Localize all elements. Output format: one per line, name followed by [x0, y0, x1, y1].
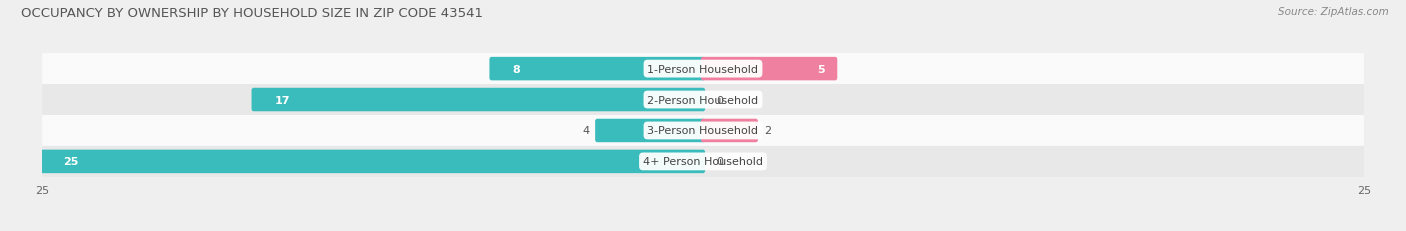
FancyBboxPatch shape: [42, 85, 1364, 116]
Text: 25: 25: [63, 157, 79, 167]
Text: 3-Person Household: 3-Person Household: [648, 126, 758, 136]
Text: 1-Person Household: 1-Person Household: [648, 64, 758, 74]
Text: 2: 2: [763, 126, 770, 136]
FancyBboxPatch shape: [700, 58, 838, 81]
Text: Source: ZipAtlas.com: Source: ZipAtlas.com: [1278, 7, 1389, 17]
FancyBboxPatch shape: [42, 54, 1364, 85]
Text: 2-Person Household: 2-Person Household: [647, 95, 759, 105]
FancyBboxPatch shape: [39, 150, 706, 173]
FancyBboxPatch shape: [489, 58, 706, 81]
FancyBboxPatch shape: [252, 88, 706, 112]
Text: 17: 17: [274, 95, 290, 105]
FancyBboxPatch shape: [700, 119, 758, 143]
FancyBboxPatch shape: [42, 146, 1364, 177]
Text: 0: 0: [716, 157, 723, 167]
FancyBboxPatch shape: [595, 119, 706, 143]
Text: 8: 8: [513, 64, 520, 74]
FancyBboxPatch shape: [42, 116, 1364, 146]
Text: OCCUPANCY BY OWNERSHIP BY HOUSEHOLD SIZE IN ZIP CODE 43541: OCCUPANCY BY OWNERSHIP BY HOUSEHOLD SIZE…: [21, 7, 484, 20]
Text: 4: 4: [582, 126, 589, 136]
Text: 4+ Person Household: 4+ Person Household: [643, 157, 763, 167]
Text: 5: 5: [817, 64, 824, 74]
Text: 0: 0: [716, 95, 723, 105]
